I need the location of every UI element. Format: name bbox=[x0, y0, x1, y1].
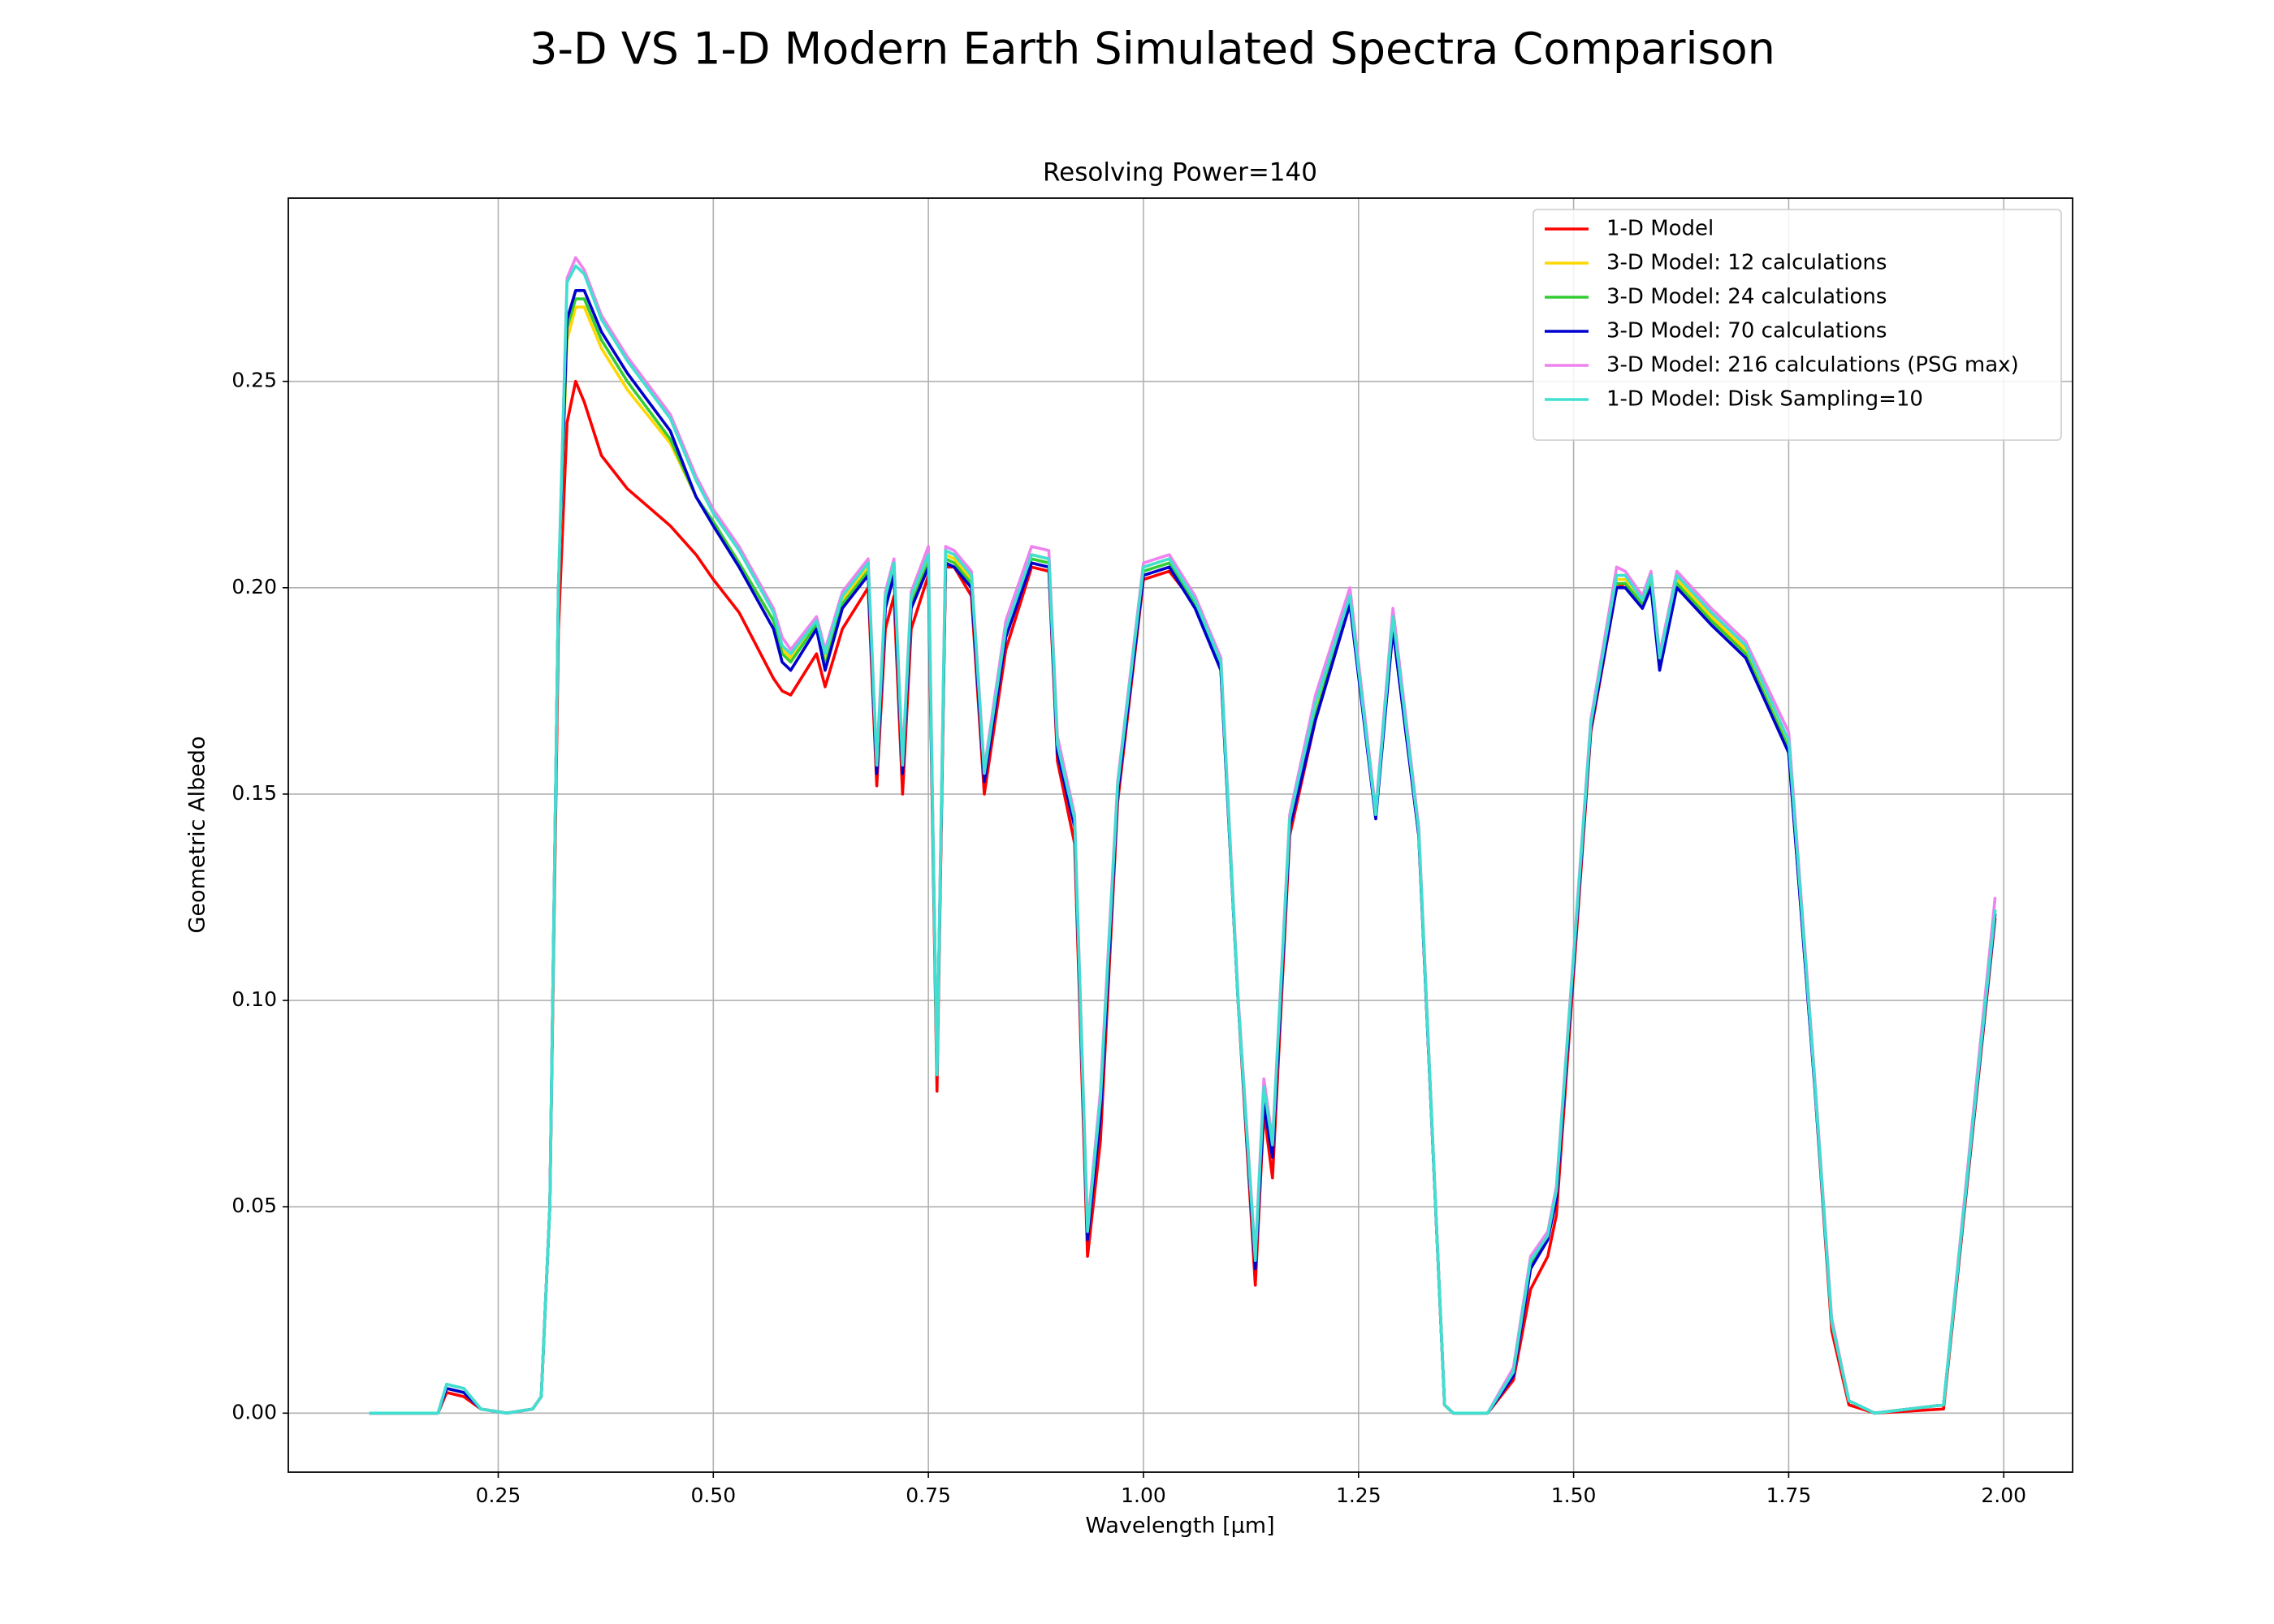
x-tick-label: 1.75 bbox=[1766, 1484, 1812, 1507]
x-tick-label: 1.25 bbox=[1336, 1484, 1381, 1507]
y-tick-label: 0.15 bbox=[231, 781, 277, 805]
legend-label: 3-D Model: 216 calculations (PSG max) bbox=[1606, 353, 2019, 378]
chart-title: 3-D VS 1-D Modern Earth Simulated Spectr… bbox=[530, 24, 1775, 75]
y-tick-label: 0.25 bbox=[231, 369, 277, 392]
legend-label: 3-D Model: 70 calculations bbox=[1606, 319, 1887, 343]
legend-label: 1-D Model: Disk Sampling=10 bbox=[1606, 387, 1923, 412]
legend-label: 3-D Model: 12 calculations bbox=[1606, 251, 1887, 275]
x-axis-label: Wavelength [μm] bbox=[1085, 1514, 1274, 1539]
series-line bbox=[369, 379, 1997, 1415]
x-tick-label: 2.00 bbox=[1981, 1484, 2026, 1507]
legend-box bbox=[1533, 209, 2062, 441]
chart-subtitle: Resolving Power=140 bbox=[1043, 158, 1317, 188]
y-tick-label: 0.10 bbox=[231, 987, 277, 1011]
y-axis-label: Geometric Albedo bbox=[185, 736, 210, 934]
x-tick-label: 1.00 bbox=[1121, 1484, 1166, 1507]
x-tick-label: 0.50 bbox=[690, 1484, 736, 1507]
y-tick-label: 0.20 bbox=[231, 575, 277, 598]
plot-frame bbox=[287, 197, 2073, 1473]
y-tick-label: 0.05 bbox=[231, 1194, 277, 1217]
x-tick-label: 0.25 bbox=[476, 1484, 521, 1507]
series-line bbox=[369, 264, 1997, 1415]
x-tick-label: 0.75 bbox=[906, 1484, 951, 1507]
series-line bbox=[369, 289, 1997, 1415]
legend-label: 1-D Model bbox=[1606, 217, 1714, 241]
x-tick-label: 1.50 bbox=[1551, 1484, 1597, 1507]
legend-label: 3-D Model: 24 calculations bbox=[1606, 285, 1887, 309]
y-tick-label: 0.00 bbox=[231, 1400, 277, 1423]
